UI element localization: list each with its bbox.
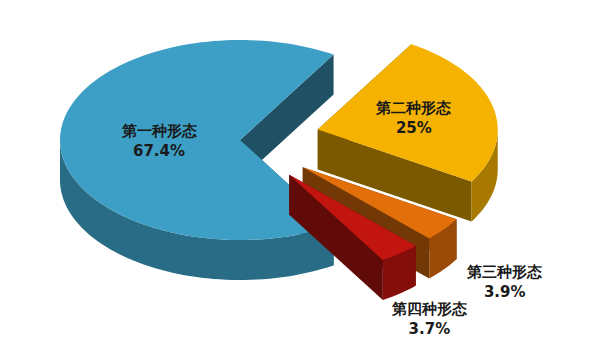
pie [60, 40, 498, 300]
slice-label: 第三种形态 [466, 263, 542, 281]
slice [289, 175, 415, 300]
slice-value: 67.4% [133, 142, 185, 160]
slice-label: 第四种形态 [391, 300, 467, 318]
slice-top [289, 175, 415, 260]
slice-value: 3.9% [484, 283, 526, 301]
slice-top [318, 44, 498, 181]
chart: 第一种形态 67.4% 第二种形态 25% 第三种形态 3.9% 第四种形态 3.7% [0, 0, 600, 359]
slice [60, 40, 334, 280]
slice-label: 第二种形态 [375, 99, 451, 117]
slice-value: 25% [396, 119, 432, 137]
slice-value: 3.7% [409, 320, 451, 338]
slice-label: 第一种形态 [121, 122, 197, 140]
